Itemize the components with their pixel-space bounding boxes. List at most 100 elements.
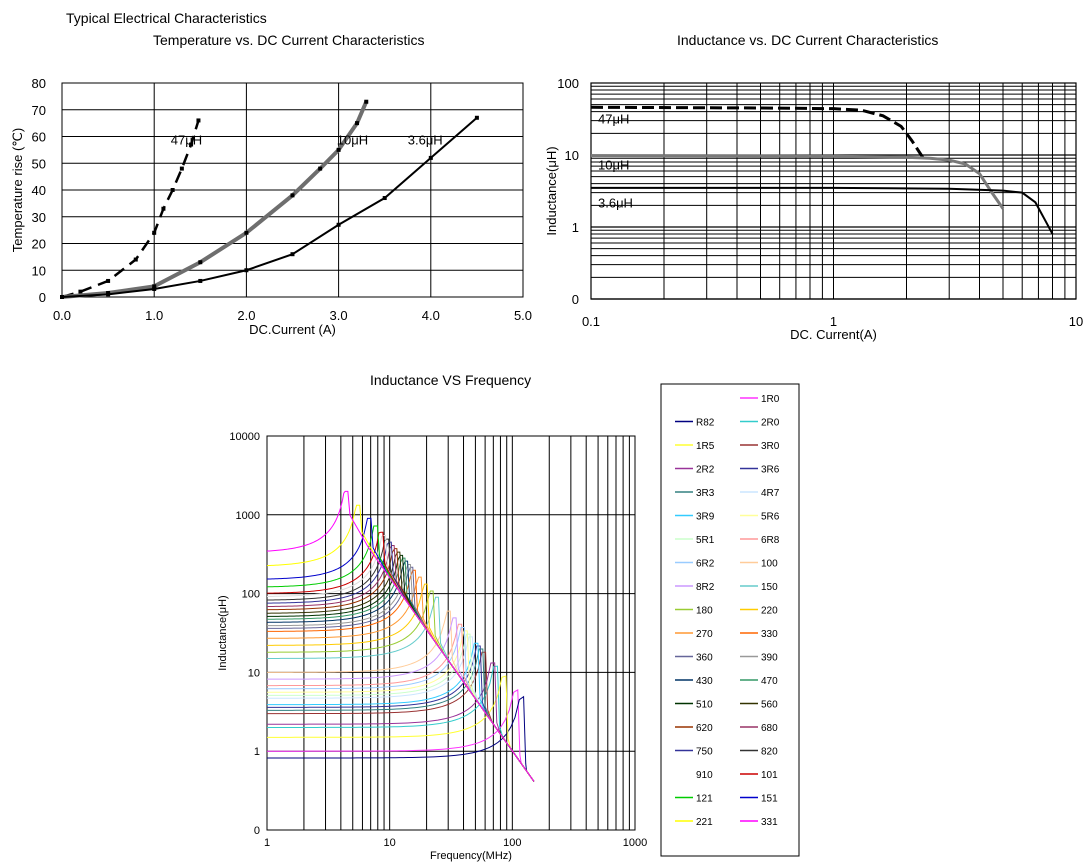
y-tick-label: 1 xyxy=(572,220,579,235)
data-point xyxy=(428,155,433,160)
series-line-3R3 xyxy=(266,648,535,782)
data-point xyxy=(170,188,175,192)
series-line-150 xyxy=(266,596,535,782)
series-line-6R8 xyxy=(266,623,535,782)
legend-label: 750 xyxy=(696,747,713,758)
data-point xyxy=(189,142,194,147)
x-tick-label: 1.0 xyxy=(145,308,163,323)
series-line-680 xyxy=(266,544,535,782)
x-tick-label: 10 xyxy=(1069,314,1083,329)
legend-label: 180 xyxy=(696,606,713,617)
x-axis-label: DC. Current(A) xyxy=(790,327,877,342)
chart-title-inductance-frequency: Inductance VS Frequency xyxy=(370,372,532,388)
legend-label: 3R6 xyxy=(761,465,780,476)
data-point xyxy=(152,286,157,291)
legend-label: 151 xyxy=(761,794,778,805)
legend-label: 620 xyxy=(696,723,713,734)
series-line-R82 xyxy=(266,695,535,782)
x-tick-label: 2.0 xyxy=(237,308,255,323)
data-point xyxy=(290,252,295,257)
y-tick-label: 1 xyxy=(254,746,260,758)
data-point xyxy=(152,230,157,235)
series-line-360 xyxy=(266,566,535,782)
x-tick-label: 4.0 xyxy=(422,308,440,323)
x-tick-label: 1 xyxy=(264,837,270,849)
series-line-2R0 xyxy=(266,665,535,782)
legend-label: 1R0 xyxy=(761,394,780,405)
data-point xyxy=(336,222,341,227)
legend-label: 221 xyxy=(696,817,713,828)
y-axis-label: Temperature rise (℃) xyxy=(10,128,25,252)
series-line-101 xyxy=(266,531,535,782)
series-line-3.6μH xyxy=(61,117,478,298)
legend-label: 4R7 xyxy=(761,488,780,499)
y-tick-label: 50 xyxy=(32,156,46,171)
legend-label: 470 xyxy=(761,676,778,687)
legend-box xyxy=(660,383,800,857)
data-point xyxy=(382,196,387,201)
data-point xyxy=(133,257,138,262)
series-line-270 xyxy=(266,576,535,782)
x-axis-label: Frequency(MHz) xyxy=(430,850,512,862)
data-point xyxy=(318,166,323,171)
series-line-10μH xyxy=(61,100,369,299)
legend-label: 331 xyxy=(761,817,778,828)
temperature-vs-current-chart: 0 10 20 30 40 50 60 70 80 0.0 1.0 2.0 3.0 4.0 5.0 DC.Cu… xyxy=(10,76,532,337)
x-tick-label: 10 xyxy=(384,837,396,849)
x-tick-label: 5.0 xyxy=(514,308,532,323)
y-axis-label: Inductance(μH) xyxy=(544,146,559,235)
plot-frame xyxy=(590,82,1077,300)
series-line-2R2 xyxy=(266,662,535,782)
series-line-47μH xyxy=(590,105,927,163)
legend-label: 2R2 xyxy=(696,465,715,476)
data-point xyxy=(244,230,249,235)
data-point xyxy=(474,115,479,120)
series-line-121 xyxy=(266,525,535,782)
y-tick-label: 60 xyxy=(32,130,46,145)
legend-label: 101 xyxy=(761,770,778,781)
legend-label: 5R1 xyxy=(696,535,715,546)
x-axis-label: DC.Current (A) xyxy=(249,322,336,337)
series-label: 47μH xyxy=(171,133,202,148)
series-line-1R0 xyxy=(266,689,535,782)
data-point xyxy=(106,292,111,297)
series-label: 3.6μH xyxy=(598,195,633,210)
series-line-910 xyxy=(266,535,535,782)
series-line-10μH xyxy=(590,154,1005,210)
legend-label: 430 xyxy=(696,676,713,687)
y-tick-label: 100 xyxy=(242,589,260,601)
legend-label: 5R6 xyxy=(761,512,780,523)
y-tick-label: 20 xyxy=(32,237,46,252)
data-point xyxy=(290,193,295,198)
data-point xyxy=(355,121,360,126)
series-line-3.6μH xyxy=(591,186,1054,235)
series-line-820 xyxy=(266,538,535,782)
plot-frame xyxy=(266,435,636,831)
x-tick-label: 3.0 xyxy=(330,308,348,323)
x-tick-label: 1000 xyxy=(623,837,647,849)
series-line-430 xyxy=(266,560,535,782)
legend-label: R82 xyxy=(696,418,715,429)
y-tick-label: 100 xyxy=(557,76,579,91)
y-tick-label: 0 xyxy=(39,290,46,305)
y-tick-label: 70 xyxy=(32,103,46,118)
x-tick-label: 100 xyxy=(503,837,521,849)
data-point xyxy=(78,289,83,294)
x-tick-label: 0.0 xyxy=(53,308,71,323)
legend-label: 100 xyxy=(761,559,778,570)
y-tick-label: 30 xyxy=(32,210,46,225)
series-line-3R6 xyxy=(266,645,535,782)
plot-frame xyxy=(61,82,524,298)
data-point xyxy=(161,206,166,211)
legend-label: 6R2 xyxy=(696,559,715,570)
legend-label: 3R9 xyxy=(696,512,715,523)
series-line-331 xyxy=(266,490,535,782)
data-point xyxy=(198,260,203,265)
legend-label: 1R5 xyxy=(696,441,715,452)
series-line-390 xyxy=(266,564,535,782)
data-point xyxy=(196,118,201,123)
series-line-3R9 xyxy=(266,642,535,782)
series-line-5R1 xyxy=(266,633,535,782)
y-tick-label: 0 xyxy=(254,825,260,837)
legend-label: 560 xyxy=(761,700,778,711)
